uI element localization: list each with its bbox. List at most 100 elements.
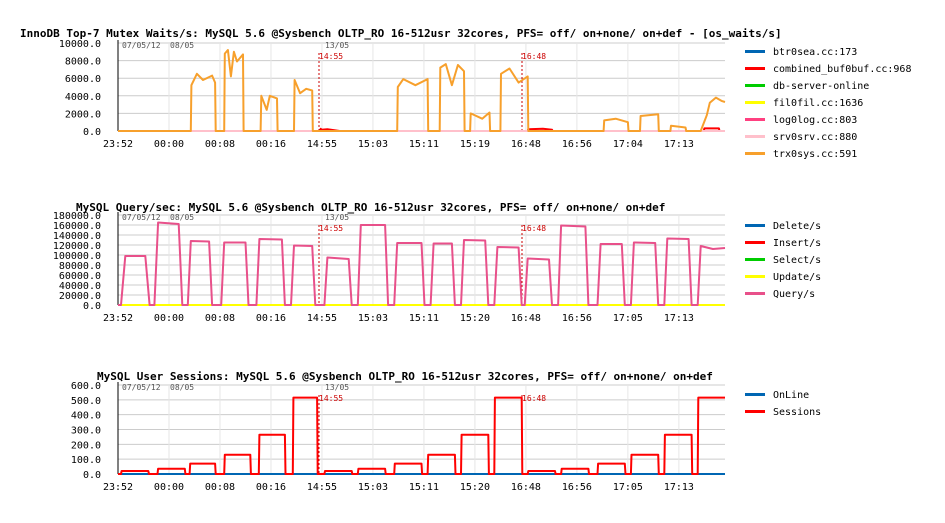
x-tick-label: 17:04 bbox=[613, 139, 643, 150]
x-tick-label: 00:08 bbox=[205, 313, 235, 324]
legend-label: db-server-online bbox=[773, 81, 869, 92]
legend-swatch bbox=[745, 393, 765, 396]
legend-swatch bbox=[745, 410, 765, 413]
y-tick-label: 400.0 bbox=[71, 411, 101, 422]
x-tick-label: 16:48 bbox=[511, 313, 541, 324]
legend-swatch bbox=[745, 292, 765, 295]
marker-label: 16:48 bbox=[522, 224, 546, 233]
legend-label: Update/s bbox=[773, 272, 821, 283]
x-tick-label: 16:56 bbox=[562, 139, 592, 150]
y-tick-label: 4000.0 bbox=[65, 92, 101, 103]
x-tick-label: 16:48 bbox=[511, 482, 541, 493]
x-tick-label: 17:05 bbox=[613, 313, 643, 324]
x-tick-label: 16:56 bbox=[562, 482, 592, 493]
legend-swatch bbox=[745, 67, 765, 70]
legend-label: Delete/s bbox=[773, 221, 821, 232]
date-label: 07/05/12 bbox=[122, 383, 161, 392]
date-label: 08/05 bbox=[170, 213, 194, 222]
x-tick-label: 00:08 bbox=[205, 139, 235, 150]
date-label: 08/05 bbox=[170, 41, 194, 50]
legend-swatch bbox=[745, 241, 765, 244]
x-tick-label: 00:00 bbox=[154, 482, 184, 493]
x-tick-label: 16:56 bbox=[562, 313, 592, 324]
chart-title: InnoDB Top-7 Mutex Waits/s: MySQL 5.6 @S… bbox=[20, 27, 782, 40]
legend-label: OnLine bbox=[773, 390, 809, 401]
legend-label: trx0sys.cc:591 bbox=[773, 149, 857, 160]
chart-title: MySQL Query/sec: MySQL 5.6 @Sysbench OLT… bbox=[76, 201, 665, 214]
x-tick-label: 16:48 bbox=[511, 139, 541, 150]
y-tick-label: 10000.0 bbox=[59, 39, 101, 50]
legend-swatch bbox=[745, 84, 765, 87]
legend-swatch bbox=[745, 135, 765, 138]
series-line bbox=[118, 396, 725, 475]
date-label: 13/05 bbox=[325, 383, 349, 392]
marker-label: 16:48 bbox=[522, 394, 546, 403]
x-tick-label: 15:03 bbox=[358, 139, 388, 150]
marker-label: 14:55 bbox=[319, 224, 343, 233]
y-tick-label: 2000.0 bbox=[65, 109, 101, 120]
x-tick-label: 00:00 bbox=[154, 313, 184, 324]
y-tick-label: 200.0 bbox=[71, 440, 101, 451]
y-tick-label: 20000.0 bbox=[59, 291, 101, 302]
y-tick-label: 600.0 bbox=[71, 381, 101, 392]
date-label: 08/05 bbox=[170, 383, 194, 392]
x-tick-label: 14:55 bbox=[307, 313, 337, 324]
x-tick-label: 15:20 bbox=[460, 313, 490, 324]
x-tick-label: 23:52 bbox=[103, 139, 133, 150]
x-tick-label: 17:13 bbox=[664, 139, 694, 150]
legend-label: Insert/s bbox=[773, 238, 821, 249]
y-tick-label: 120000.0 bbox=[53, 241, 101, 252]
x-tick-label: 15:11 bbox=[409, 313, 439, 324]
marker-label: 16:48 bbox=[522, 52, 546, 61]
y-tick-label: 6000.0 bbox=[65, 74, 101, 85]
date-label: 07/05/12 bbox=[122, 213, 161, 222]
chart-panel-1: InnoDB Top-7 Mutex Waits/s: MySQL 5.6 @S… bbox=[20, 27, 911, 160]
x-tick-label: 00:00 bbox=[154, 139, 184, 150]
legend-swatch bbox=[745, 101, 765, 104]
x-tick-label: 23:52 bbox=[103, 482, 133, 493]
y-tick-label: 500.0 bbox=[71, 396, 101, 407]
y-tick-label: 160000.0 bbox=[53, 221, 101, 232]
x-tick-label: 23:52 bbox=[103, 313, 133, 324]
x-tick-label: 14:55 bbox=[307, 139, 337, 150]
legend-label: combined_buf0buf.cc:968 bbox=[773, 64, 911, 75]
x-tick-label: 15:20 bbox=[460, 482, 490, 493]
y-tick-label: 180000.0 bbox=[53, 211, 101, 222]
legend-label: Query/s bbox=[773, 289, 815, 300]
x-tick-label: 14:55 bbox=[307, 482, 337, 493]
x-tick-label: 00:16 bbox=[256, 313, 286, 324]
legend-label: Sessions bbox=[773, 407, 821, 418]
date-label: 13/05 bbox=[325, 213, 349, 222]
marker-label: 14:55 bbox=[319, 394, 343, 403]
y-tick-label: 140000.0 bbox=[53, 231, 101, 242]
x-tick-label: 15:11 bbox=[409, 482, 439, 493]
series-line bbox=[118, 221, 726, 306]
legend-label: srv0srv.cc:880 bbox=[773, 132, 857, 143]
y-tick-label: 0.0 bbox=[83, 470, 101, 481]
y-tick-label: 0.0 bbox=[83, 127, 101, 138]
x-tick-label: 15:19 bbox=[460, 139, 490, 150]
y-tick-label: 300.0 bbox=[71, 426, 101, 437]
x-tick-label: 00:16 bbox=[256, 139, 286, 150]
x-tick-label: 15:03 bbox=[358, 313, 388, 324]
legend-label: fil0fil.cc:1636 bbox=[773, 98, 863, 109]
series-line bbox=[118, 49, 726, 132]
legend-swatch bbox=[745, 258, 765, 261]
chart-panel-3: MySQL User Sessions: MySQL 5.6 @Sysbench… bbox=[71, 370, 821, 493]
legend-label: Select/s bbox=[773, 255, 821, 266]
series-line bbox=[319, 127, 340, 132]
y-tick-label: 80000.0 bbox=[59, 261, 101, 272]
legend-swatch bbox=[745, 118, 765, 121]
date-label: 13/05 bbox=[325, 41, 349, 50]
chart-title: MySQL User Sessions: MySQL 5.6 @Sysbench… bbox=[97, 370, 713, 383]
y-tick-label: 100.0 bbox=[71, 455, 101, 466]
legend-label: log0log.cc:803 bbox=[773, 115, 857, 126]
legend-label: btr0sea.cc:173 bbox=[773, 47, 857, 58]
legend-swatch bbox=[745, 152, 765, 155]
date-label: 07/05/12 bbox=[122, 41, 161, 50]
x-tick-label: 17:05 bbox=[613, 482, 643, 493]
x-tick-label: 00:16 bbox=[256, 482, 286, 493]
marker-label: 14:55 bbox=[319, 52, 343, 61]
y-tick-label: 8000.0 bbox=[65, 57, 101, 68]
